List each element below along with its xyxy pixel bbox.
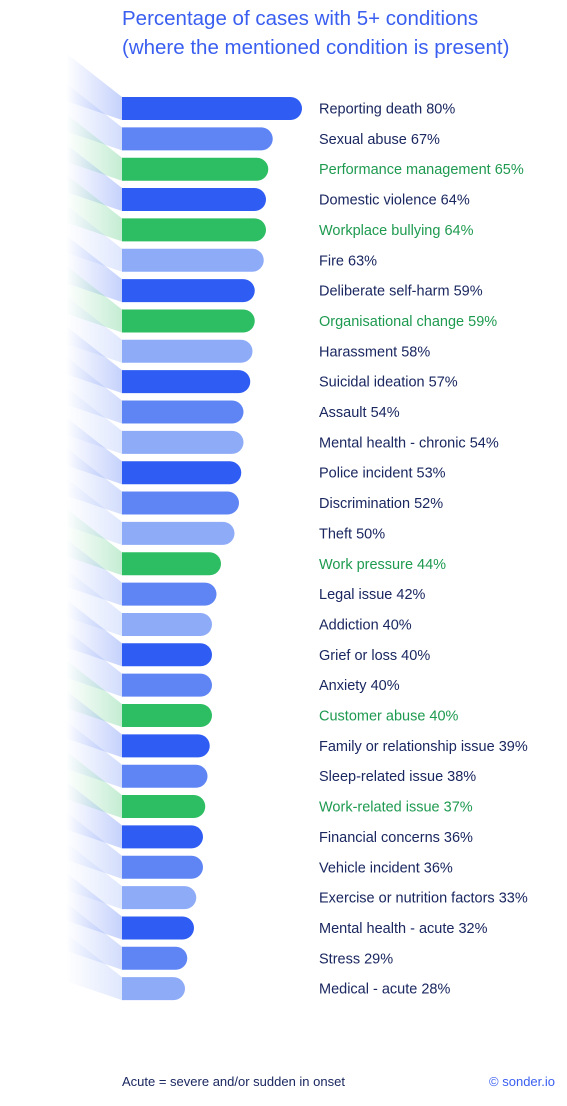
bar: [122, 977, 185, 1001]
bar: [122, 552, 221, 576]
bar: [122, 795, 206, 819]
bar-label: Assault 54%: [319, 405, 400, 421]
bar-label: Harassment 58%: [319, 344, 430, 360]
bar: [122, 491, 240, 515]
bar-label: Anxiety 40%: [319, 678, 400, 694]
bar: [122, 157, 269, 181]
bar-label: Suicidal ideation 57%: [319, 375, 458, 391]
bar-label: Addiction 40%: [319, 617, 412, 633]
bar: [122, 521, 235, 545]
bar: [122, 825, 203, 849]
bar-label: Mental health - chronic 54%: [319, 435, 499, 451]
bar: [122, 370, 251, 394]
bar: [122, 582, 217, 606]
bar-label: Workplace bullying 64%: [319, 223, 474, 239]
bar: [122, 97, 302, 121]
bar-shadow: [66, 933, 122, 1001]
bar: [122, 764, 208, 788]
bar-label: Stress 29%: [319, 951, 393, 967]
bar-label: Organisational change 59%: [319, 314, 497, 330]
bar: [122, 188, 266, 212]
bar-label: Work-related issue 37%: [319, 800, 473, 816]
bar-label: Reporting death 80%: [319, 102, 455, 118]
bar: [122, 612, 212, 636]
footnote: Acute = severe and/or sudden in onset: [122, 1074, 345, 1089]
bar: [122, 886, 197, 910]
bar: [122, 430, 244, 454]
bar-label: Legal issue 42%: [319, 587, 426, 603]
bar-label: Vehicle incident 36%: [319, 860, 453, 876]
chart-title-line-1: Percentage of cases with 5+ conditions: [122, 7, 479, 30]
bar: [122, 673, 212, 697]
bar-label: Exercise or nutrition factors 33%: [319, 891, 528, 907]
bar-label: Performance management 65%: [319, 162, 524, 178]
bar-label: Mental health - acute 32%: [319, 921, 488, 937]
bar-label: Medical - acute 28%: [319, 982, 450, 998]
bar: [122, 916, 195, 940]
bar-label: Family or relationship issue 39%: [319, 739, 528, 755]
chart-title-line-2: (where the mentioned condition is presen…: [122, 36, 510, 59]
bar: [122, 218, 266, 242]
bar-label: Theft 50%: [319, 526, 385, 542]
bar: [122, 734, 210, 758]
bar-label: Grief or loss 40%: [319, 648, 430, 664]
bar-label: Police incident 53%: [319, 466, 446, 482]
bar-label: Domestic violence 64%: [319, 193, 470, 209]
bar: [122, 855, 203, 879]
bar: [122, 127, 273, 151]
bar-label: Fire 63%: [319, 253, 377, 269]
bar: [122, 339, 253, 363]
bar: [122, 400, 244, 424]
bar: [122, 946, 188, 970]
bar: [122, 279, 255, 303]
bar-label: Discrimination 52%: [319, 496, 443, 512]
bar: [122, 248, 264, 272]
bar: [122, 643, 212, 667]
bar-label: Work pressure 44%: [319, 557, 446, 573]
bar: [122, 461, 242, 485]
bar-label: Sexual abuse 67%: [319, 132, 440, 148]
bar-label: Deliberate self-harm 59%: [319, 284, 483, 300]
chart-title: Percentage of cases with 5+ conditions (…: [122, 4, 562, 62]
bar-label: Sleep-related issue 38%: [319, 769, 476, 785]
bar-label: Financial concerns 36%: [319, 830, 473, 846]
bar: [122, 309, 255, 333]
bar-label: Customer abuse 40%: [319, 709, 459, 725]
credit: © sonder.io: [489, 1074, 555, 1089]
bar: [122, 704, 212, 727]
